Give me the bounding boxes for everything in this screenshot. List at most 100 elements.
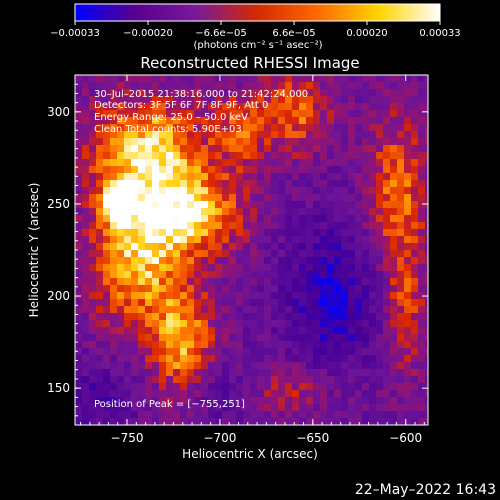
heatmap-cell (320, 138, 328, 146)
heatmap-cell (250, 362, 258, 370)
heatmap-cell (376, 131, 384, 139)
heatmap-cell (124, 159, 132, 167)
heatmap-cell (355, 138, 363, 146)
heatmap-cell (418, 96, 426, 104)
heatmap-cell (187, 376, 195, 384)
heatmap-cell (271, 201, 279, 209)
heatmap-cell (201, 418, 209, 425)
heatmap-cell (376, 208, 384, 216)
heatmap-cell (222, 383, 230, 391)
heatmap-cell (327, 334, 335, 342)
heatmap-cell (124, 355, 132, 363)
heatmap-cell (201, 166, 209, 174)
heatmap-cell (243, 236, 251, 244)
heatmap-cell (152, 250, 160, 258)
heatmap-cell (117, 159, 125, 167)
heatmap-cell (390, 376, 398, 384)
heatmap-cell (250, 208, 258, 216)
heatmap-cell (334, 362, 342, 370)
heatmap-cell (278, 152, 286, 160)
heatmap-cell (236, 145, 244, 153)
heatmap-cell (257, 327, 265, 335)
heatmap-cell (145, 327, 153, 335)
heatmap-cell (145, 82, 153, 90)
heatmap-cell (173, 194, 181, 202)
heatmap-cell (166, 390, 174, 398)
heatmap-cell (96, 292, 104, 300)
heatmap-cell (243, 355, 251, 363)
heatmap-cell (341, 292, 349, 300)
heatmap-cell (145, 313, 153, 321)
heatmap-cell (355, 201, 363, 209)
heatmap-cell (89, 124, 97, 132)
heatmap-cell (194, 215, 202, 223)
heatmap-cell (229, 124, 237, 132)
heatmap-cell (390, 348, 398, 356)
heatmap-cell (341, 390, 349, 398)
heatmap-cell (215, 187, 223, 195)
heatmap-cell (131, 334, 139, 342)
heatmap-cell (369, 229, 377, 237)
heatmap-cell (166, 355, 174, 363)
heatmap-cell (411, 257, 419, 265)
heatmap-cell (152, 299, 160, 307)
heatmap-cell (411, 411, 419, 419)
heatmap-cell (75, 187, 83, 195)
heatmap-cell (187, 201, 195, 209)
heatmap-cell (166, 271, 174, 279)
heatmap-cell (236, 236, 244, 244)
heatmap-cell (299, 82, 307, 90)
heatmap-cell (341, 278, 349, 286)
heatmap-cell (159, 383, 167, 391)
heatmap-cell (194, 124, 202, 132)
heatmap-cell (103, 362, 111, 370)
heatmap-cell (411, 383, 419, 391)
heatmap-cell (236, 138, 244, 146)
heatmap-cell (215, 355, 223, 363)
heatmap-cell (159, 299, 167, 307)
heatmap-cell (96, 82, 104, 90)
heatmap-cell (103, 376, 111, 384)
heatmap-cell (75, 341, 83, 349)
heatmap-cell (278, 159, 286, 167)
heatmap-cell (292, 75, 300, 83)
heatmap-cell (131, 376, 139, 384)
heatmap-cell (418, 229, 426, 237)
heatmap-cell (355, 299, 363, 307)
heatmap-cell (320, 103, 328, 111)
heatmap-cell (173, 348, 181, 356)
heatmap-cell (362, 306, 370, 314)
heatmap-cell (362, 152, 370, 160)
heatmap-cell (334, 236, 342, 244)
heatmap-cell (348, 362, 356, 370)
heatmap-cell (166, 236, 174, 244)
heatmap-cell (117, 376, 125, 384)
heatmap-cell (208, 313, 216, 321)
heatmap-cell (75, 222, 83, 230)
heatmap-cell (271, 215, 279, 223)
heatmap-cell (96, 278, 104, 286)
heatmap-cell (292, 82, 300, 90)
heatmap-cell (334, 257, 342, 265)
heatmap-cell (159, 327, 167, 335)
heatmap-cell (299, 222, 307, 230)
heatmap-cell (173, 292, 181, 300)
heatmap-cell (376, 103, 384, 111)
heatmap-cell (390, 194, 398, 202)
heatmap-cell (355, 264, 363, 272)
heatmap-cell (285, 369, 293, 377)
heatmap-cell (243, 327, 251, 335)
heatmap-cell (201, 404, 209, 412)
heatmap-cell (390, 75, 398, 83)
heatmap-cell (285, 117, 293, 125)
heatmap-cell (194, 173, 202, 181)
heatmap-cell (264, 145, 272, 153)
heatmap-cell (82, 159, 90, 167)
heatmap-cell (89, 131, 97, 139)
heatmap-cell (229, 236, 237, 244)
heatmap-cell (355, 75, 363, 83)
heatmap-cell (355, 355, 363, 363)
heatmap-cell (327, 82, 335, 90)
heatmap-cell (411, 334, 419, 342)
heatmap-cell (208, 355, 216, 363)
